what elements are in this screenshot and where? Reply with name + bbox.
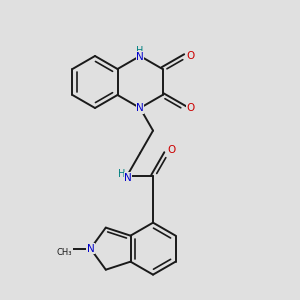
- Text: N: N: [136, 103, 144, 113]
- Text: N: N: [136, 52, 144, 62]
- Text: CH₃: CH₃: [57, 248, 72, 257]
- Text: O: O: [167, 145, 175, 155]
- Text: H: H: [118, 169, 126, 179]
- Text: H: H: [136, 46, 144, 56]
- Text: O: O: [186, 103, 194, 113]
- Text: N: N: [87, 244, 94, 254]
- Text: O: O: [186, 51, 194, 61]
- Text: N: N: [124, 173, 132, 183]
